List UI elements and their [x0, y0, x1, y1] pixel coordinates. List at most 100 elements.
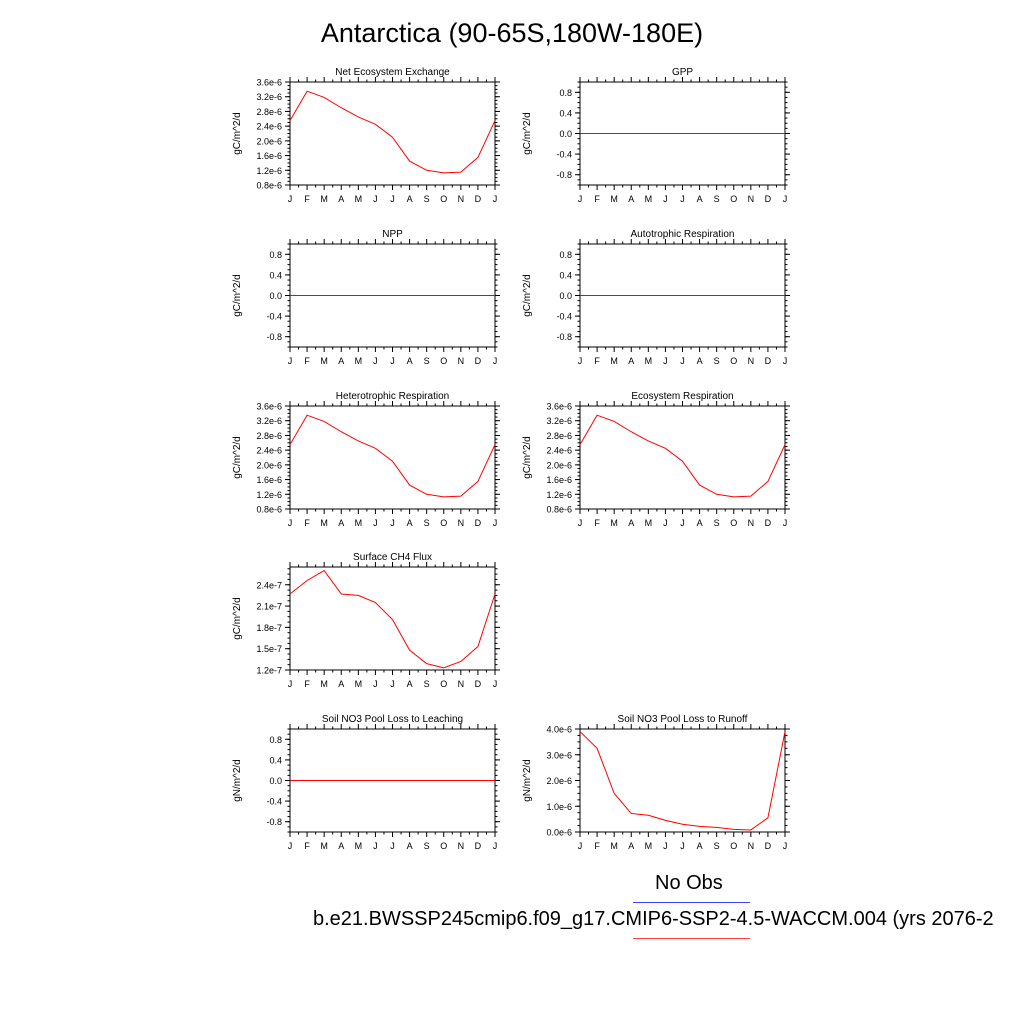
x-tick-label: N — [748, 194, 755, 204]
x-tick-label: O — [440, 518, 447, 528]
x-tick-label: N — [458, 518, 465, 528]
x-tick-label: A — [338, 356, 344, 366]
x-tick-label: M — [610, 841, 618, 851]
x-tick-label: S — [714, 356, 720, 366]
x-tick-label: A — [407, 679, 413, 689]
x-tick-label: J — [373, 841, 378, 851]
x-tick-label: M — [320, 679, 328, 689]
y-tick-label: -0.8 — [556, 332, 572, 342]
x-tick-label: D — [475, 679, 482, 689]
x-tick-label: M — [320, 518, 328, 528]
x-tick-label: J — [680, 194, 685, 204]
x-tick-label: N — [458, 841, 465, 851]
x-tick-label: S — [714, 194, 720, 204]
x-tick-label: J — [390, 194, 395, 204]
x-tick-label: M — [645, 518, 653, 528]
x-tick-label: J — [663, 356, 668, 366]
x-tick-label: J — [663, 194, 668, 204]
x-tick-label: O — [730, 841, 737, 851]
y-tick-label: 0.8e-6 — [546, 505, 572, 515]
x-tick-label: D — [765, 518, 772, 528]
chart-title: NPP — [382, 229, 403, 240]
chart-title: Autotrophic Respiration — [631, 229, 735, 240]
chart-panel: J F M A M J J A S O N D J0.8e-61.2e-61.6e-62.0e-62.4… — [232, 67, 500, 204]
y-tick-label: -0.4 — [556, 150, 572, 160]
x-tick-label: M — [645, 194, 653, 204]
y-tick-label: 3.2e-6 — [256, 92, 282, 102]
y-tick-label: 2.0e-6 — [256, 136, 282, 146]
y-axis-label: gC/m^2/d — [232, 274, 243, 317]
x-tick-label: J — [783, 518, 788, 528]
y-tick-label: -0.8 — [556, 170, 572, 180]
y-tick-label: 2.0e-6 — [546, 460, 572, 470]
x-tick-label: O — [440, 194, 447, 204]
x-tick-label: A — [407, 356, 413, 366]
chart-title: GPP — [672, 67, 693, 78]
x-tick-label: A — [338, 194, 344, 204]
y-tick-label: 3.6e-6 — [256, 78, 282, 88]
x-tick-label: J — [578, 518, 583, 528]
y-tick-label: 1.2e-6 — [256, 166, 282, 176]
y-tick-label: -0.4 — [266, 797, 282, 807]
chart-title: Soil NO3 Pool Loss to Leaching — [322, 714, 463, 725]
x-tick-label: M — [320, 194, 328, 204]
x-tick-label: J — [680, 356, 685, 366]
x-tick-label: J — [663, 841, 668, 851]
y-tick-label: 1.2e-7 — [256, 666, 282, 676]
y-axis-label: gC/m^2/d — [232, 112, 243, 155]
chart-title: Surface CH4 Flux — [353, 552, 432, 563]
y-tick-label: 1.2e-6 — [256, 490, 282, 500]
x-tick-label: A — [628, 356, 634, 366]
legend-case-label: b.e21.BWSSP245cmip6.f09_g17.CMIP6-SSP2-4… — [313, 908, 994, 930]
y-tick-label: 2.4e-6 — [256, 122, 282, 132]
y-tick-label: 0.0 — [559, 291, 572, 301]
x-tick-label: J — [578, 194, 583, 204]
series-line — [289, 569, 496, 669]
y-tick-label: -0.8 — [266, 332, 282, 342]
x-tick-label: M — [610, 518, 618, 528]
x-tick-label: J — [578, 356, 583, 366]
y-tick-label: 2.8e-6 — [256, 107, 282, 117]
y-tick-label: 0.0e-6 — [546, 828, 572, 838]
x-tick-label: F — [594, 518, 600, 528]
y-tick-label: 0.4 — [269, 755, 282, 765]
y-tick-label: 1.2e-6 — [546, 490, 572, 500]
legend-obs-label: No Obs — [655, 872, 723, 894]
y-tick-label: 3.2e-6 — [256, 416, 282, 426]
x-tick-label: N — [748, 841, 755, 851]
x-tick-label: M — [355, 841, 363, 851]
y-tick-label: 0.8e-6 — [256, 505, 282, 515]
y-tick-label: 3.6e-6 — [546, 402, 572, 412]
x-tick-label: A — [338, 518, 344, 528]
y-tick-label: 0.4 — [269, 270, 282, 280]
x-tick-label: N — [748, 356, 755, 366]
y-tick-label: 0.4 — [559, 108, 572, 118]
x-tick-label: D — [765, 356, 772, 366]
x-tick-label: A — [697, 194, 703, 204]
x-tick-label: S — [714, 518, 720, 528]
x-tick-label: J — [373, 194, 378, 204]
x-tick-label: D — [475, 356, 482, 366]
x-tick-label: M — [645, 841, 653, 851]
x-tick-label: A — [628, 518, 634, 528]
x-tick-label: M — [610, 356, 618, 366]
y-axis-label: gN/m^2/d — [232, 759, 243, 802]
x-tick-label: M — [355, 679, 363, 689]
x-tick-label: S — [424, 518, 430, 528]
x-tick-label: F — [304, 194, 310, 204]
chart-panel: J F M A M J J A S O N D J-0.8-0.40.00.40.8Autotrophi… — [522, 229, 790, 366]
x-tick-label: F — [594, 356, 600, 366]
x-tick-label: J — [783, 841, 788, 851]
x-tick-label: O — [730, 194, 737, 204]
x-tick-label: F — [304, 679, 310, 689]
x-tick-label: M — [645, 356, 653, 366]
legend-obs-line — [633, 902, 750, 903]
y-axis-label: gC/m^2/d — [522, 436, 533, 479]
x-tick-label: N — [458, 679, 465, 689]
chart-panel: J F M A M J J A S O N D J0.8e-61.2e-61.6e-62.0e-62.4… — [232, 391, 500, 528]
x-tick-label: J — [288, 356, 293, 366]
x-tick-label: O — [730, 356, 737, 366]
x-tick-label: J — [493, 679, 498, 689]
x-tick-label: S — [424, 356, 430, 366]
x-tick-label: J — [493, 518, 498, 528]
